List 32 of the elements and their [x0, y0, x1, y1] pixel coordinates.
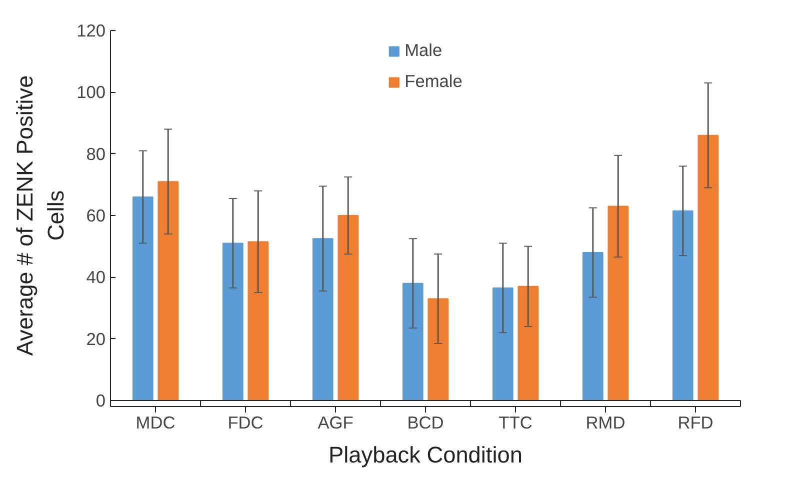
y-tick-label: 80	[86, 144, 106, 164]
bar	[312, 238, 334, 400]
bar	[672, 210, 694, 400]
bar	[402, 282, 424, 400]
bar	[428, 298, 448, 400]
y-tick-label: 120	[76, 20, 106, 40]
y-tick-label: 40	[86, 267, 106, 288]
y-tick-label: 20	[86, 328, 106, 349]
x-tick-label: RFD	[678, 412, 714, 432]
bar	[492, 287, 514, 400]
x-tick-label: TTC	[498, 412, 532, 432]
bar	[698, 134, 718, 400]
bar	[132, 196, 154, 400]
bar	[338, 215, 358, 400]
y-tick-label: 100	[76, 82, 106, 102]
x-axis-title: Playback Condition	[328, 442, 522, 468]
x-tick-label: FDC	[228, 412, 264, 432]
x-tick-label: BCD	[407, 412, 444, 432]
legend-label: Male	[404, 40, 442, 61]
legend-label: Female	[404, 71, 462, 92]
y-axis-title: Average # of ZENK Positive Cells	[11, 75, 69, 356]
bar	[248, 241, 268, 400]
bar	[222, 242, 244, 400]
bar	[582, 252, 604, 400]
bar	[518, 286, 538, 400]
x-tick-label: AGF	[318, 412, 354, 432]
x-tick-label: RMD	[586, 412, 626, 432]
y-tick-label: 60	[86, 206, 106, 226]
x-tick-label: MDC	[136, 412, 176, 432]
y-tick-label: 0	[96, 390, 106, 410]
bar	[608, 206, 628, 400]
bar	[158, 181, 178, 400]
